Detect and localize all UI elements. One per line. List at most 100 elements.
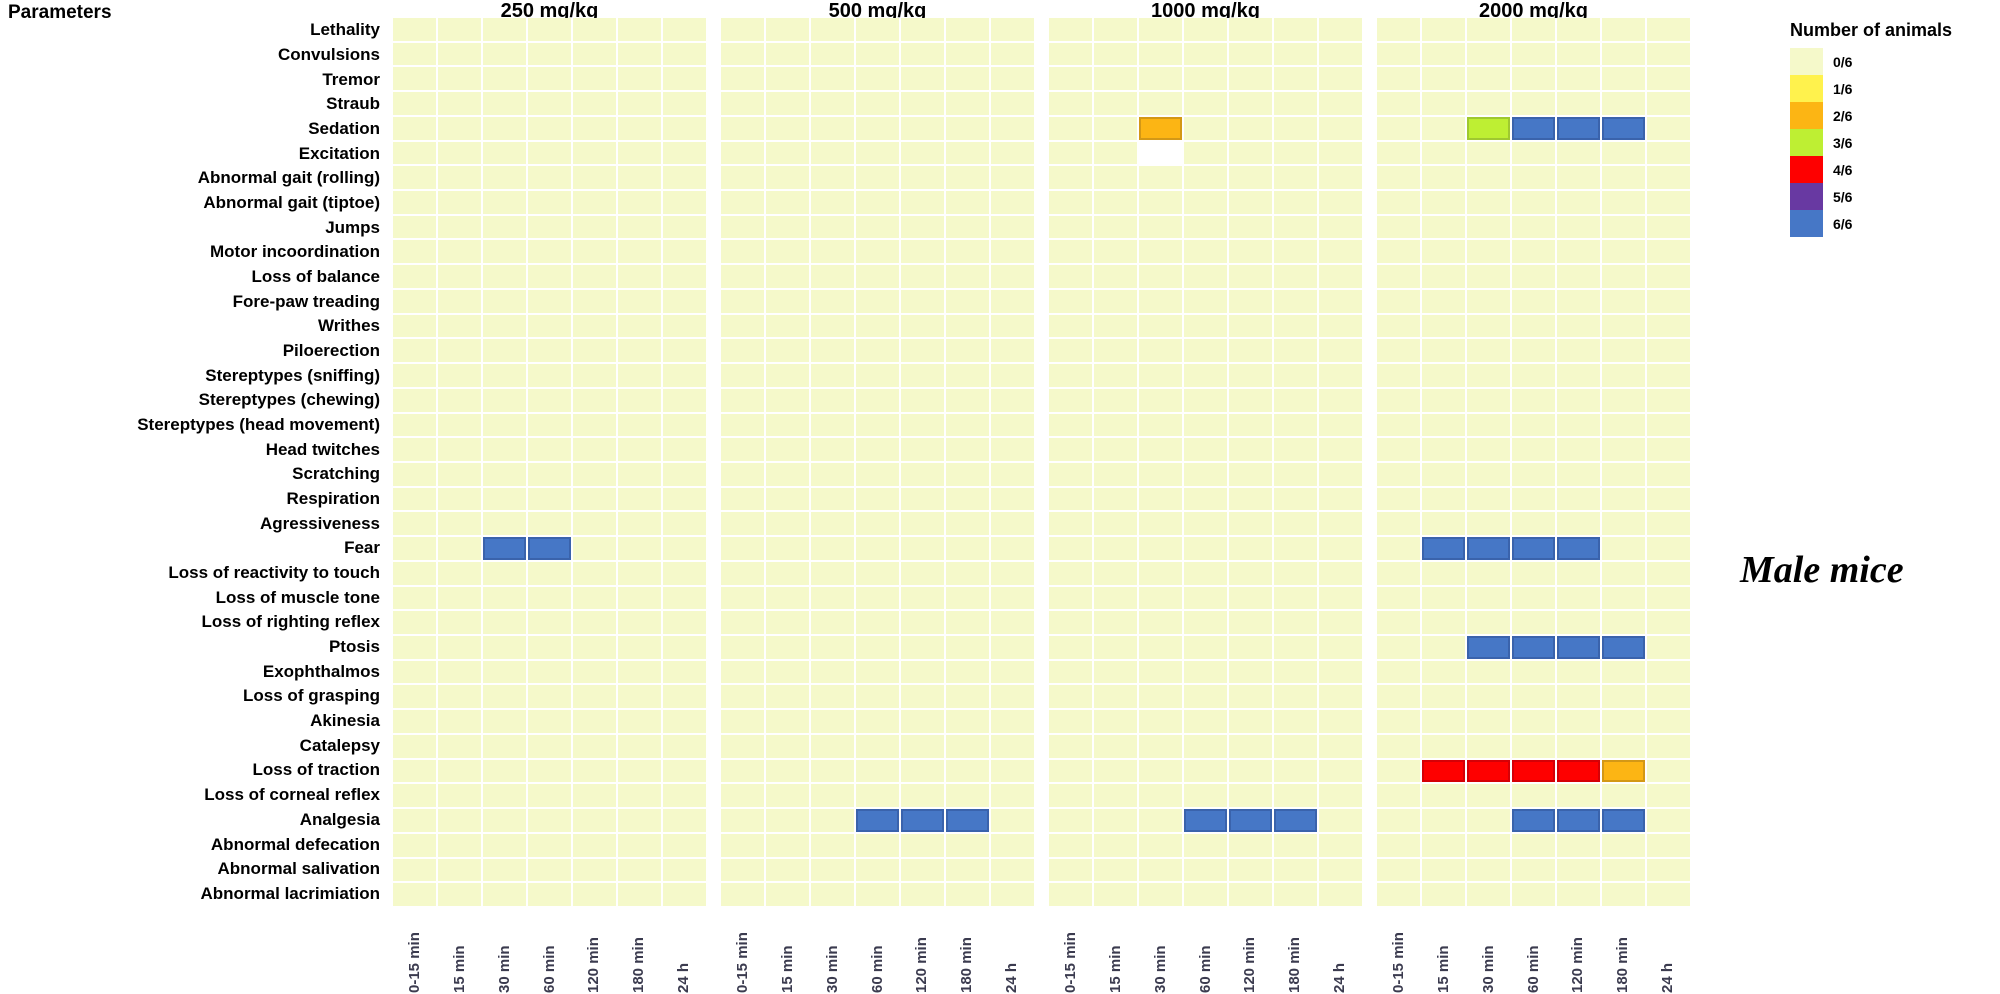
- heatmap-cell: [856, 833, 899, 857]
- heatmap-cell: [1274, 388, 1317, 412]
- heatmap-cell: [1319, 240, 1362, 264]
- heatmap-cell: [618, 611, 661, 635]
- time-tick-label: 180 min: [629, 937, 647, 993]
- heatmap-cell: [766, 759, 809, 783]
- heatmap-cell: [721, 67, 764, 91]
- heatmap-cell: [856, 314, 899, 338]
- heatmap-cell: [663, 314, 706, 338]
- heatmap-cell: [573, 759, 616, 783]
- heatmap-cell: [1602, 67, 1645, 91]
- heatmap-cell: [1422, 364, 1465, 387]
- heatmap-cell: [1377, 858, 1420, 882]
- heatmap-cell: [618, 636, 661, 659]
- heatmap-cell: [1184, 166, 1227, 190]
- heatmap-cell: [1557, 759, 1600, 783]
- heatmap-cell: [811, 561, 854, 585]
- heatmap-cell: [721, 685, 764, 709]
- heatmap-cell: [618, 438, 661, 461]
- heatmap-cell: [811, 883, 854, 906]
- heatmap-cell: [1377, 413, 1420, 437]
- heatmap-cell: [1094, 289, 1137, 313]
- legend-entry: 3/6: [1790, 129, 2000, 156]
- heatmap-cell: [1377, 240, 1420, 264]
- heatmap-cell: [1377, 67, 1420, 91]
- heatmap-cell: [766, 784, 809, 808]
- heatmap-cell: [991, 116, 1034, 140]
- heatmap-cell: [1184, 339, 1227, 363]
- heatmap-cell: [901, 660, 944, 684]
- heatmap-cell: [1319, 561, 1362, 585]
- heatmap-cell: [573, 240, 616, 264]
- heatmap-cell: [1319, 18, 1362, 41]
- heatmap-cell: [1139, 388, 1182, 412]
- heatmap-cell: [1377, 759, 1420, 783]
- heatmap-cell: [1229, 215, 1272, 239]
- heatmap-cell: [1184, 759, 1227, 783]
- heatmap-cell: [438, 636, 481, 659]
- heatmap-cell: [483, 710, 526, 733]
- heatmap-cell: [1094, 487, 1137, 511]
- heatmap-cell: [811, 413, 854, 437]
- heatmap-cell: [528, 759, 571, 783]
- parameter-label: Convulsions: [277, 45, 380, 64]
- heatmap-cell: [1094, 314, 1137, 338]
- heatmap-cell: [1647, 166, 1690, 190]
- heatmap-cell: [1094, 685, 1137, 709]
- heatmap-cell: [946, 734, 989, 758]
- heatmap-cell: [811, 388, 854, 412]
- heatmap-cell: [856, 141, 899, 165]
- heatmap-cell: [1467, 18, 1510, 41]
- heatmap-cell: [991, 265, 1034, 288]
- heatmap-cell: [1184, 141, 1227, 165]
- heatmap-cell: [573, 265, 616, 288]
- heatmap-cell: [1422, 734, 1465, 758]
- parameter-label: Loss of corneal reflex: [204, 785, 380, 805]
- heatmap-cell: [901, 339, 944, 363]
- heatmap-cell: [618, 92, 661, 115]
- heatmap-cell: [811, 191, 854, 214]
- heatmap-cell: [1647, 660, 1690, 684]
- heatmap-cell: [1319, 141, 1362, 165]
- time-tick-label: 24 h: [674, 962, 692, 993]
- heatmap-cell: [618, 561, 661, 585]
- legend-entry: 0/6: [1790, 48, 2000, 75]
- heatmap-cell: [663, 611, 706, 635]
- heatmap-cell: [721, 512, 764, 536]
- heatmap-cell: [1647, 636, 1690, 659]
- heatmap-cell: [1422, 685, 1465, 709]
- heatmap-cell: [991, 883, 1034, 906]
- heatmap-cell: [1049, 413, 1092, 437]
- heatmap-cell: [946, 364, 989, 387]
- heatmap-cell: [1602, 512, 1645, 536]
- heatmap-cell: [946, 685, 989, 709]
- heatmap-cell: [438, 660, 481, 684]
- heatmap-cell: [393, 388, 436, 412]
- heatmap-cell: [1602, 710, 1645, 733]
- heatmap-cell: [483, 215, 526, 239]
- heatmap-cell: [1422, 636, 1465, 659]
- heatmap-cell: [618, 240, 661, 264]
- heatmap-cell: [1319, 660, 1362, 684]
- heatmap-cell: [1422, 537, 1465, 560]
- heatmap-cell: [856, 289, 899, 313]
- heatmap-cell: [856, 586, 899, 610]
- heatmap-cell: [483, 141, 526, 165]
- heatmap-cell: [1602, 883, 1645, 906]
- heatmap-cell: [438, 364, 481, 387]
- heatmap-cell: [901, 116, 944, 140]
- heatmap-cell: [1647, 611, 1690, 635]
- heatmap-cell: [811, 809, 854, 832]
- heatmap-cell: [1184, 364, 1227, 387]
- heatmap-cell: [1274, 537, 1317, 560]
- heatmap-cell: [438, 116, 481, 140]
- heatmap-cell: [856, 883, 899, 906]
- heatmap-cell: [618, 289, 661, 313]
- heatmap-cell: [811, 833, 854, 857]
- heatmap-cell: [1229, 784, 1272, 808]
- heatmap-cell: [1647, 265, 1690, 288]
- heatmap-cell: [991, 858, 1034, 882]
- heatmap-cell: [438, 512, 481, 536]
- heatmap-cell: [1512, 141, 1555, 165]
- heatmap-cell: [573, 710, 616, 733]
- heatmap-cell: [811, 636, 854, 659]
